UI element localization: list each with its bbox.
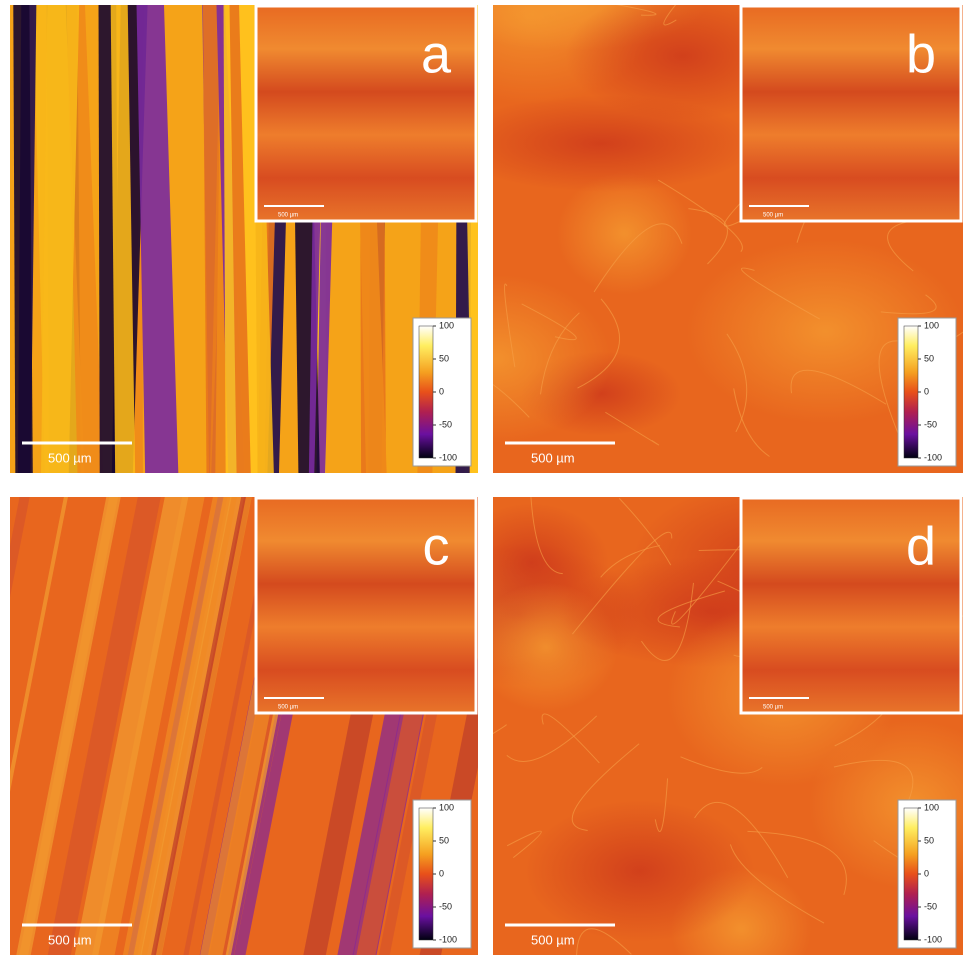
panel: 500 µm c 500 µm 100 50 0 -50 -100 [0, 497, 531, 955]
colorbar-tick-label: 50 [439, 353, 449, 363]
inset-scale-label: 500 µm [763, 705, 783, 711]
colorbar-tick-label: 50 [439, 835, 449, 845]
texture [0, 497, 10, 955]
colorbar-tick-label: 0 [924, 386, 929, 396]
colorbar-tick-label: -50 [924, 901, 937, 911]
colorbar [419, 326, 433, 458]
colorbar-tick-label: 100 [924, 802, 939, 812]
colorbar-tick-label: -100 [439, 934, 457, 944]
panel: 500 µm d 500 µm 100 50 0 -50 -100 [400, 480, 971, 956]
colorbar [419, 808, 433, 940]
texture [525, 800, 755, 942]
colorbar-tick-label: -100 [924, 934, 942, 944]
colorbar-tick-label: 100 [924, 320, 939, 330]
inset-scale-label: 500 µm [278, 705, 298, 711]
figure: 500 µm a 500 µm 100 50 0 -50 -100 500 µm b 500 µm 1… [0, 0, 971, 956]
colorbar-tick-label: -50 [924, 419, 937, 429]
texture [13, 5, 33, 473]
panel-label: b [906, 24, 936, 84]
panel-label: a [421, 24, 452, 84]
panel-label: d [906, 516, 936, 576]
inset-scale-label: 500 µm [278, 213, 298, 219]
colorbar [904, 808, 918, 940]
scale-bar-label: 500 µm [531, 450, 575, 465]
colorbar-tick-label: 50 [924, 353, 934, 363]
scale-bar-label: 500 µm [48, 932, 92, 947]
colorbar-tick-label: -100 [439, 452, 457, 462]
panel-label: c [423, 516, 450, 576]
inset-scale-label: 500 µm [763, 213, 783, 219]
colorbar-tick-label: -50 [439, 419, 452, 429]
colorbar-tick-label: 50 [924, 835, 934, 845]
scale-bar-label: 500 µm [48, 450, 92, 465]
page: 500 µm a 500 µm 100 50 0 -50 -100 500 µm b 500 µm 1… [0, 0, 971, 956]
colorbar-tick-label: 0 [439, 386, 444, 396]
colorbar [904, 326, 918, 458]
colorbar-tick-label: -100 [924, 452, 942, 462]
colorbar-tick-label: 0 [924, 868, 929, 878]
colorbar-tick-label: 0 [439, 868, 444, 878]
colorbar-tick-label: -50 [439, 901, 452, 911]
scale-bar-label: 500 µm [531, 932, 575, 947]
colorbar-tick-label: 100 [439, 802, 454, 812]
colorbar-tick-label: 100 [439, 320, 454, 330]
panel: 500 µm a 500 µm 100 50 0 -50 -100 [10, 5, 510, 473]
